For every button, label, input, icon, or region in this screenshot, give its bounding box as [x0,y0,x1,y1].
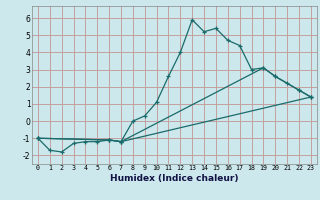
X-axis label: Humidex (Indice chaleur): Humidex (Indice chaleur) [110,174,239,183]
